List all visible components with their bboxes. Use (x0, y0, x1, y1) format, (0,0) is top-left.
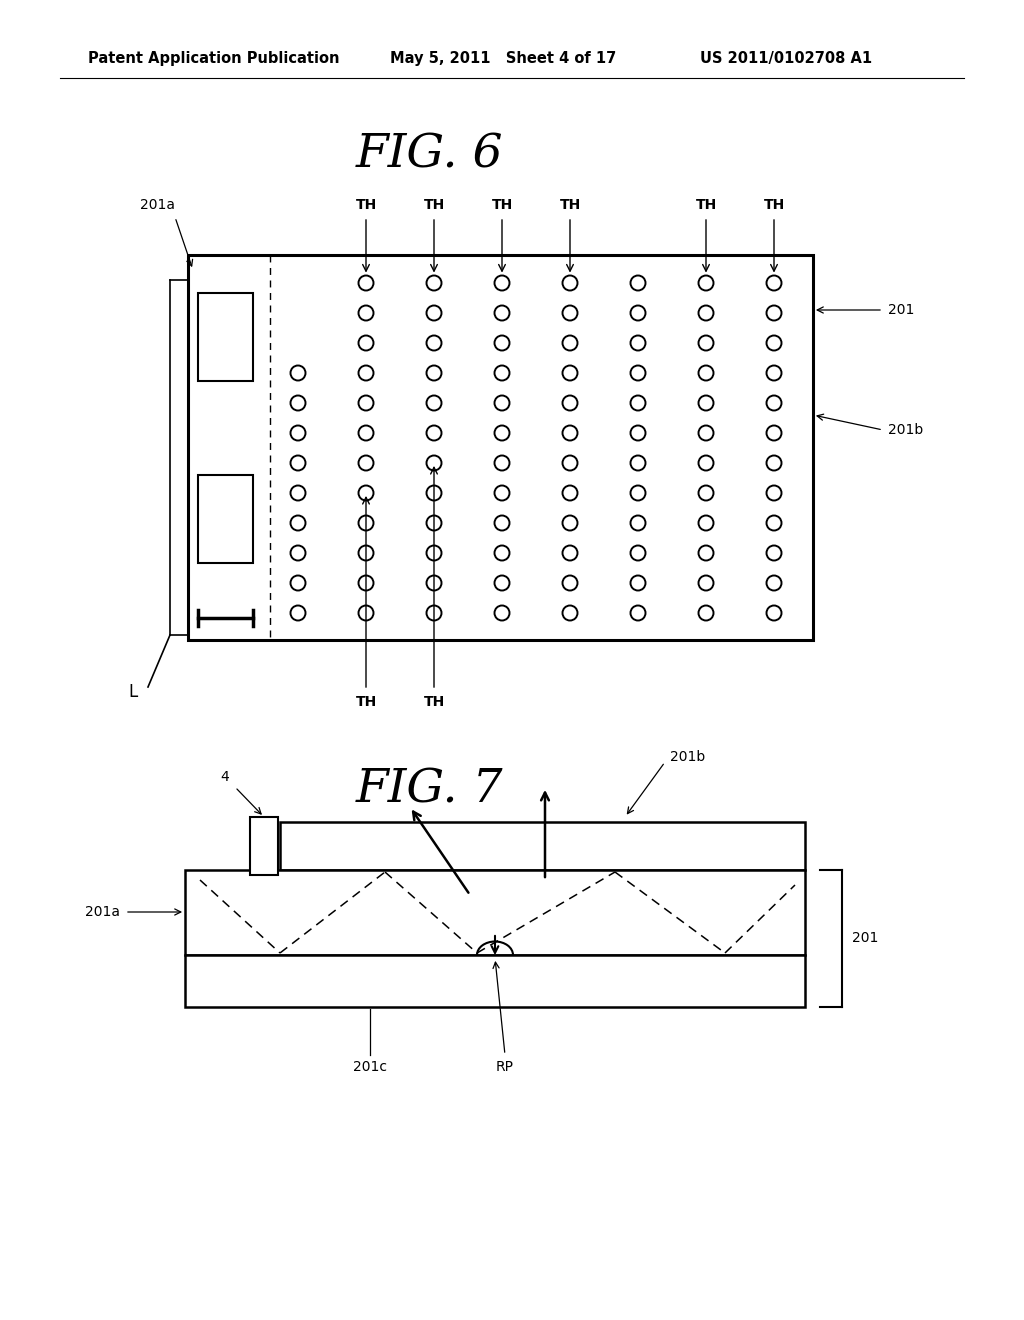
Text: 201a: 201a (85, 906, 120, 919)
Text: 201c: 201c (353, 1060, 387, 1074)
Text: Patent Application Publication: Patent Application Publication (88, 50, 340, 66)
Text: 201: 201 (852, 932, 879, 945)
Bar (250, 817, 278, 875)
Bar (280, 822, 805, 870)
Bar (198, 475, 253, 564)
Text: 201: 201 (888, 304, 914, 317)
Bar (185, 954, 805, 1007)
Bar (185, 870, 805, 954)
Bar (198, 293, 253, 381)
Text: TH: TH (559, 198, 581, 213)
Text: TH: TH (423, 696, 444, 709)
Text: TH: TH (695, 198, 717, 213)
Text: 201a: 201a (140, 198, 175, 213)
Text: 201b: 201b (888, 422, 924, 437)
Text: TH: TH (355, 696, 377, 709)
Text: TH: TH (355, 198, 377, 213)
Text: TH: TH (763, 198, 784, 213)
Text: 201b: 201b (670, 750, 706, 764)
Text: FIG. 7: FIG. 7 (356, 767, 504, 813)
Text: May 5, 2011   Sheet 4 of 17: May 5, 2011 Sheet 4 of 17 (390, 50, 616, 66)
Text: RP: RP (496, 1060, 514, 1074)
Text: TH: TH (492, 198, 513, 213)
Text: TH: TH (423, 198, 444, 213)
Text: FIG. 6: FIG. 6 (356, 132, 504, 178)
Bar (188, 255, 813, 640)
Text: 4: 4 (220, 770, 229, 784)
Text: US 2011/0102708 A1: US 2011/0102708 A1 (700, 50, 872, 66)
Text: L: L (128, 682, 137, 701)
